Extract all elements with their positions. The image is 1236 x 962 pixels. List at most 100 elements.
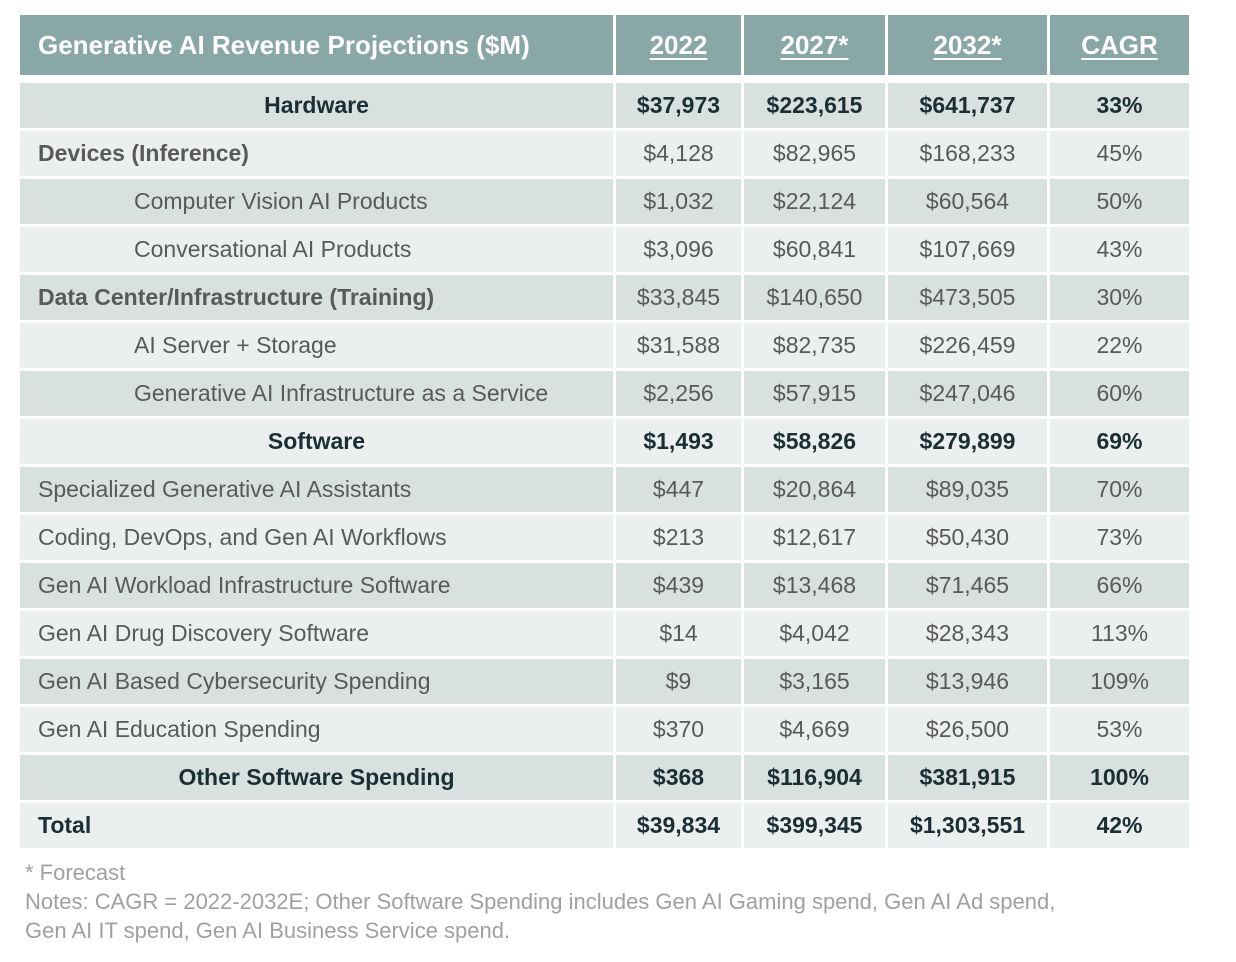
row-label: Gen AI Education Spending [20,707,613,752]
value-2022: $31,588 [616,323,741,368]
column-header-2032: 2032* [888,15,1047,75]
value-cagr: 30% [1050,275,1189,320]
row-label: Generative AI Infrastructure as a Servic… [20,371,613,416]
value-2022: $33,845 [616,275,741,320]
value-2032: $279,899 [888,419,1047,464]
value-2022: $37,973 [616,83,741,128]
table-row: Data Center/Infrastructure (Training) $33… [20,275,1189,320]
row-label: Gen AI Based Cybersecurity Spending [20,659,613,704]
value-2032: $60,564 [888,179,1047,224]
footnotes: * Forecast Notes: CAGR = 2022-2032E; Oth… [25,858,1205,945]
table-row: Coding, DevOps, and Gen AI Workflows $213… [20,515,1189,560]
table-row: Total $39,834 $399,345 $1,303,551 42% [20,803,1189,848]
value-2032: $26,500 [888,707,1047,752]
value-2022: $4,128 [616,131,741,176]
value-2022: $1,493 [616,419,741,464]
table-row: Gen AI Drug Discovery Software $14 $4,042 $… [20,611,1189,656]
value-2032: $50,430 [888,515,1047,560]
forecast-note: * Forecast [25,860,126,885]
value-cagr: 113% [1050,611,1189,656]
value-2032: $107,669 [888,227,1047,272]
value-2027: $58,826 [744,419,885,464]
value-cagr: 100% [1050,755,1189,800]
column-header-cagr: CAGR [1050,15,1189,75]
table-row: AI Server + Storage $31,588 $82,735 $226,45… [20,323,1189,368]
table-row: Devices (Inference) $4,128 $82,965 $168,233… [20,131,1189,176]
table-row: Computer Vision AI Products $1,032 $22,124… [20,179,1189,224]
value-2022: $3,096 [616,227,741,272]
table-row: Gen AI Education Spending $370 $4,669 $26,5… [20,707,1189,752]
row-label: AI Server + Storage [20,323,613,368]
value-2022: $213 [616,515,741,560]
table-row: Gen AI Workload Infrastructure Software $… [20,563,1189,608]
value-2027: $4,669 [744,707,885,752]
table-row: Conversational AI Products $3,096 $60,841 $… [20,227,1189,272]
value-2022: $39,834 [616,803,741,848]
value-2032: $226,459 [888,323,1047,368]
value-2027: $82,965 [744,131,885,176]
value-2032: $89,035 [888,467,1047,512]
value-2027: $57,915 [744,371,885,416]
value-2027: $20,864 [744,467,885,512]
value-2027: $3,165 [744,659,885,704]
value-2032: $1,303,551 [888,803,1047,848]
row-label: Specialized Generative AI Assistants [20,467,613,512]
cagr-note-line-2: Gen AI IT spend, Gen AI Business Service… [25,918,511,943]
row-label: Gen AI Workload Infrastructure Software [20,563,613,608]
value-cagr: 109% [1050,659,1189,704]
row-label: Data Center/Infrastructure (Training) [20,275,613,320]
value-2032: $473,505 [888,275,1047,320]
value-2032: $247,046 [888,371,1047,416]
value-2027: $223,615 [744,83,885,128]
value-2032: $28,343 [888,611,1047,656]
value-cagr: 70% [1050,467,1189,512]
value-2022: $1,032 [616,179,741,224]
value-2027: $22,124 [744,179,885,224]
row-label: Gen AI Drug Discovery Software [20,611,613,656]
value-cagr: 22% [1050,323,1189,368]
value-cagr: 42% [1050,803,1189,848]
column-header-2027: 2027* [744,15,885,75]
value-2027: $116,904 [744,755,885,800]
table-row: Other Software Spending $368 $116,904 $381,… [20,755,1189,800]
value-2032: $381,915 [888,755,1047,800]
value-2027: $12,617 [744,515,885,560]
row-label: Hardware [20,83,613,128]
value-2022: $2,256 [616,371,741,416]
value-2032: $168,233 [888,131,1047,176]
table-row: Specialized Generative AI Assistants $447… [20,467,1189,512]
value-cagr: 43% [1050,227,1189,272]
row-label: Coding, DevOps, and Gen AI Workflows [20,515,613,560]
row-label: Other Software Spending [20,755,613,800]
value-2022: $439 [616,563,741,608]
value-cagr: 33% [1050,83,1189,128]
table-title: Generative AI Revenue Projections ($M) [20,15,613,75]
value-2027: $60,841 [744,227,885,272]
value-2032: $71,465 [888,563,1047,608]
value-2022: $368 [616,755,741,800]
value-2022: $14 [616,611,741,656]
row-label: Total [20,803,613,848]
value-2032: $641,737 [888,83,1047,128]
table-row: Hardware $37,973 $223,615 $641,737 33% [20,83,1189,128]
table-row: Gen AI Based Cybersecurity Spending $9 $3,… [20,659,1189,704]
cagr-note-line-1: Notes: CAGR = 2022-2032E; Other Software… [25,889,1056,914]
value-cagr: 73% [1050,515,1189,560]
value-cagr: 60% [1050,371,1189,416]
value-2027: $82,735 [744,323,885,368]
value-2022: $9 [616,659,741,704]
value-2027: $399,345 [744,803,885,848]
row-label: Software [20,419,613,464]
value-cagr: 50% [1050,179,1189,224]
table-header-row: Generative AI Revenue Projections ($M) 2… [20,15,1189,75]
value-2027: $140,650 [744,275,885,320]
value-2022: $370 [616,707,741,752]
value-cagr: 69% [1050,419,1189,464]
row-label: Devices (Inference) [20,131,613,176]
table-row: Generative AI Infrastructure as a Servic… [20,371,1189,416]
value-cagr: 45% [1050,131,1189,176]
value-2022: $447 [616,467,741,512]
value-2032: $13,946 [888,659,1047,704]
value-cagr: 53% [1050,707,1189,752]
column-header-2022: 2022 [616,15,741,75]
